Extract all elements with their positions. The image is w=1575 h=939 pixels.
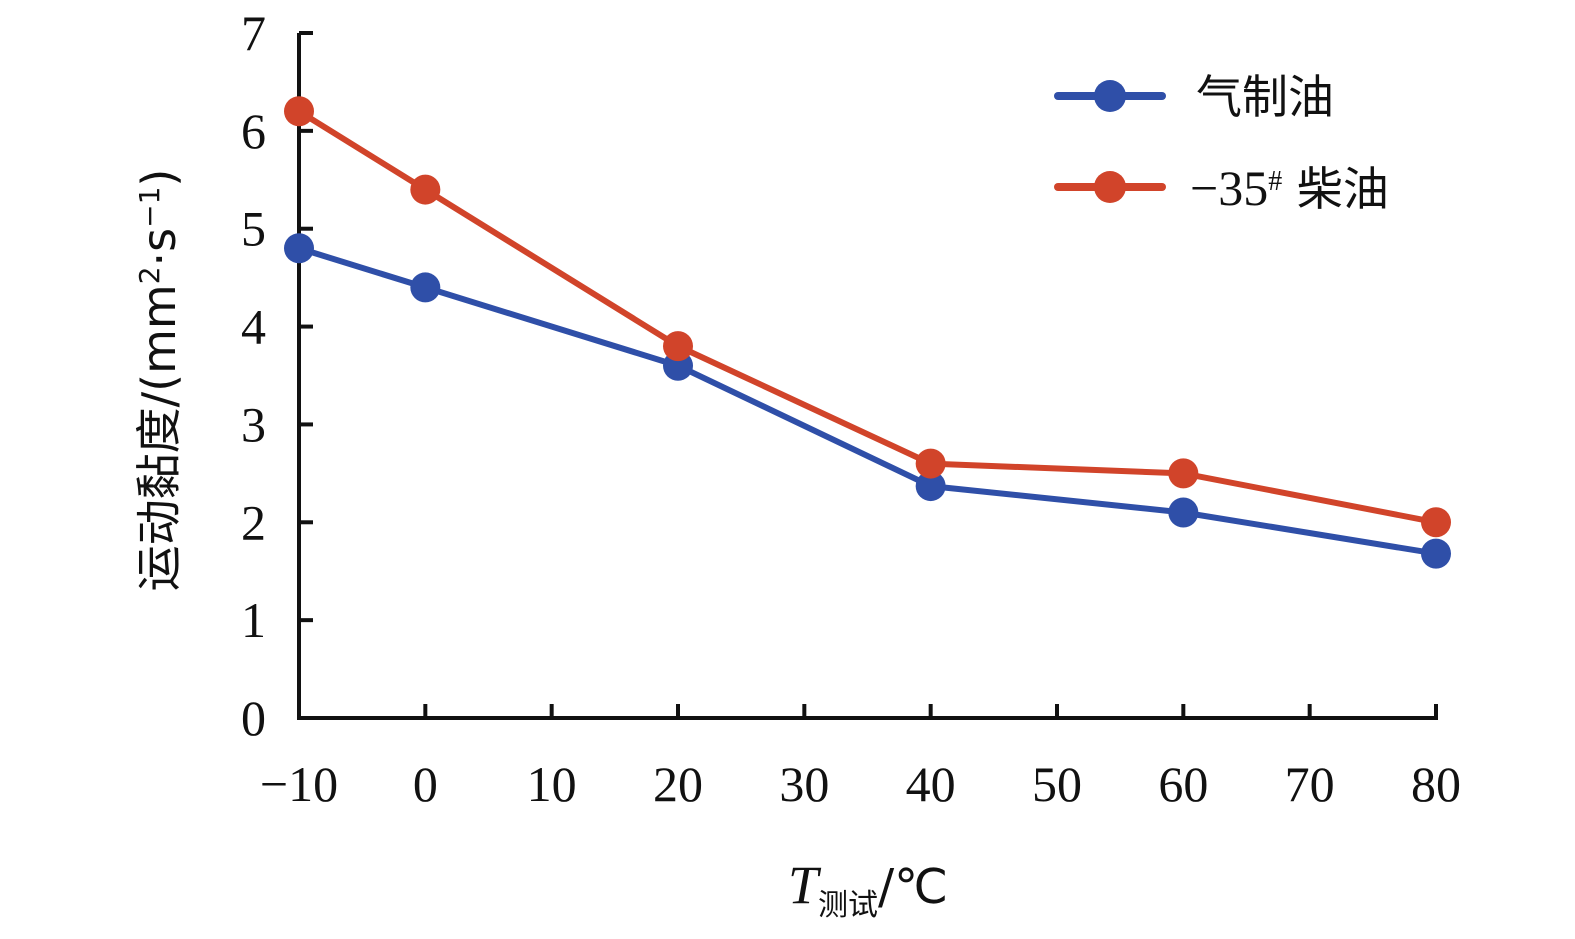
series-line-qizhiyou: [296, 245, 1439, 557]
x-axis-label: T测试/℃: [788, 855, 948, 923]
series-point-diesel: [410, 174, 441, 205]
legend-label-diesel-number: −35: [1190, 160, 1268, 216]
x-tick-label: 40: [906, 756, 956, 812]
series-line-diesel: [296, 108, 1439, 526]
x-tick-label: −10: [260, 756, 338, 812]
y-axis-label-mid: ·s: [132, 228, 186, 267]
series-point-diesel: [663, 331, 693, 362]
series-layer: [284, 96, 1451, 569]
y-tick-label: 0: [241, 690, 266, 746]
series-point-qizhiyou: [284, 233, 314, 264]
y-tick-label: 5: [241, 201, 266, 257]
y-tick-label: 4: [241, 299, 266, 355]
series-point-qizhiyou: [410, 272, 441, 303]
x-tick-label: 20: [653, 756, 703, 812]
y-tick-label: 2: [241, 494, 266, 550]
series-point-qizhiyou: [1421, 538, 1451, 569]
x-axis-label-sub: 测试: [818, 888, 878, 923]
x-tick-label: 80: [1411, 756, 1461, 812]
legend-marker-qizhiyou: [1094, 80, 1126, 112]
x-tick-label: 70: [1285, 756, 1335, 812]
y-tick-label: 1: [241, 592, 266, 648]
x-ticks: −10 0 10 20 30 40 50 60 70 80: [260, 704, 1461, 812]
y-axis-label: 运动黏度/(mm2·s−1): [132, 169, 186, 592]
x-tick-label: 60: [1158, 756, 1208, 812]
series-point-qizhiyou: [915, 471, 946, 502]
legend: 气制油 −35# 柴油: [1054, 70, 1389, 216]
y-ticks: 0 1 2 3 4 5 6 7: [241, 5, 313, 746]
legend-marker-diesel: [1094, 171, 1126, 203]
y-axis-label-suffix: ): [132, 169, 186, 187]
legend-label-qizhiyou: 气制油: [1196, 70, 1334, 124]
x-tick-label: 30: [779, 756, 829, 812]
x-axis-label-main: T: [788, 855, 822, 915]
x-tick-label: 0: [413, 756, 438, 812]
series-point-qizhiyou: [1168, 497, 1199, 528]
y-axis-label-sup1: 2: [133, 266, 166, 284]
x-axis-label-unit: /℃: [878, 859, 948, 915]
y-axis-label-prefix: 运动黏度/(mm: [132, 284, 186, 591]
y-tick-label: 6: [241, 103, 266, 159]
x-tick-label: 50: [1032, 756, 1082, 812]
legend-label-diesel-text: 柴油: [1282, 162, 1389, 216]
y-tick-label: 3: [241, 396, 266, 452]
axes: [297, 33, 1438, 720]
y-axis-label-sup2: −1: [133, 187, 166, 228]
y-tick-label: 7: [241, 5, 266, 61]
series-point-diesel: [915, 448, 946, 479]
series-point-diesel: [1168, 458, 1199, 489]
series-point-diesel: [1421, 507, 1451, 538]
series-point-diesel: [284, 96, 314, 127]
x-tick-label: 10: [527, 756, 577, 812]
legend-label-diesel: −35# 柴油: [1190, 160, 1389, 216]
legend-label-diesel-sup: #: [1268, 166, 1282, 197]
